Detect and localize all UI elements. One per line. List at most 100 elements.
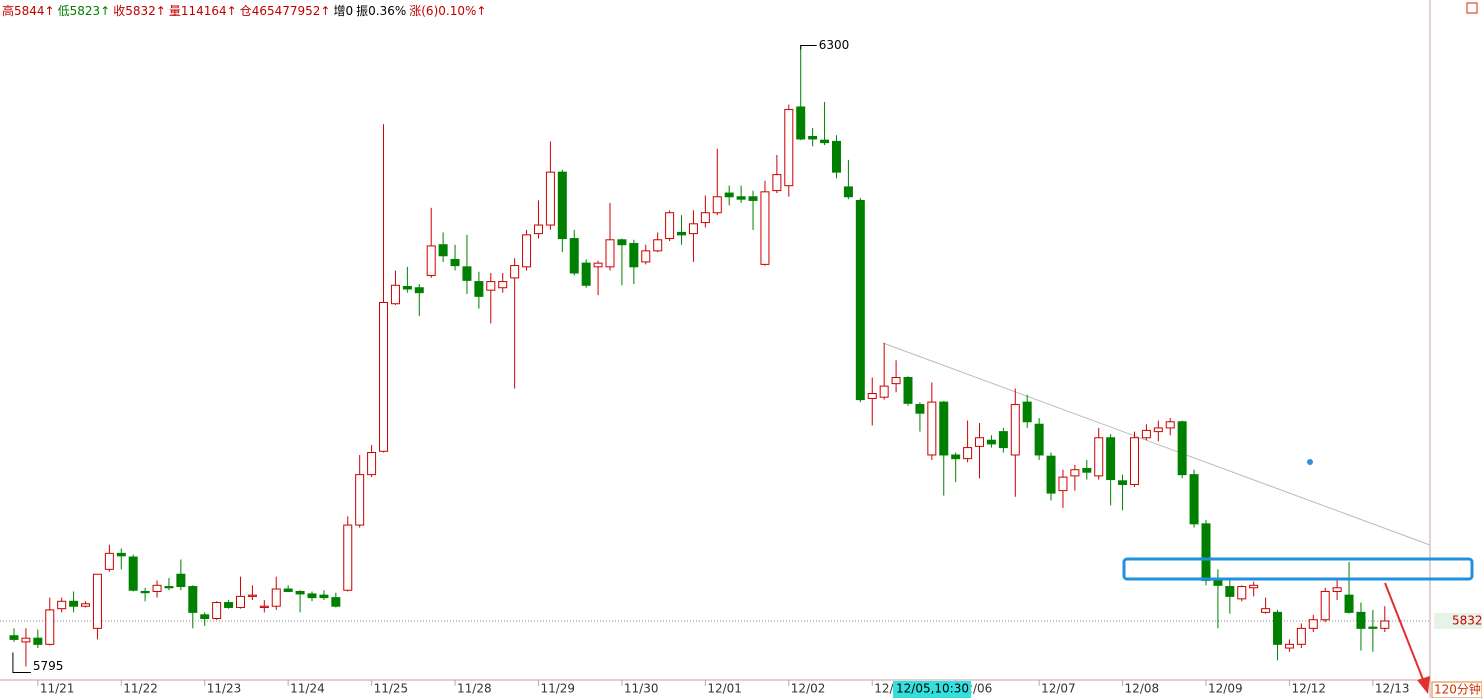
candle-body: [379, 301, 389, 452]
candle-body: [581, 262, 591, 286]
candle-body: [1296, 627, 1306, 645]
candle-body: [367, 452, 377, 476]
candle-body: [33, 637, 43, 645]
candle-body: [617, 239, 627, 246]
candle-body: [1070, 469, 1080, 477]
x-tick-label: 12/12: [1291, 682, 1326, 696]
candle-body: [641, 250, 651, 263]
candle-body: [307, 593, 317, 599]
x-tick-label: 11/28: [457, 682, 492, 696]
candle-body: [831, 140, 841, 173]
candle-body: [104, 552, 114, 570]
candle-body: [450, 258, 460, 267]
candle-body: [152, 584, 162, 592]
max-label: 6300: [819, 38, 850, 52]
candle-body: [235, 595, 245, 608]
x-tick-label: 11/29: [540, 682, 575, 696]
candle-body: [963, 447, 973, 460]
candle-body: [486, 281, 496, 291]
candle-body: [891, 377, 901, 385]
candle-body: [927, 401, 937, 456]
candle-body: [247, 594, 257, 597]
candle-body: [855, 199, 865, 401]
x-tick-label: 11/22: [123, 682, 158, 696]
candle-body: [116, 552, 126, 557]
x-tick-label: 11/23: [207, 682, 242, 696]
candle-body: [224, 602, 234, 608]
candle-body: [998, 431, 1008, 449]
candle-body: [164, 586, 174, 589]
candle-body: [605, 239, 615, 268]
candle-body: [188, 586, 198, 613]
x-tick-label: 11/30: [624, 682, 659, 696]
candle-body: [1153, 427, 1163, 433]
candle-body: [688, 223, 698, 235]
candle-body: [1332, 587, 1342, 592]
x-tick-label: 11/25: [374, 682, 409, 696]
candle-body: [426, 245, 436, 276]
candle-body: [677, 231, 687, 236]
x-tick-label: 12/09: [1208, 682, 1243, 696]
x-tick-label: 12/02: [791, 682, 826, 696]
candle-body: [9, 635, 19, 640]
candle-body: [1344, 594, 1354, 613]
candle-body: [760, 191, 770, 265]
period-label: 120分钟: [1434, 682, 1481, 697]
candle-body: [1308, 619, 1318, 629]
candle-body: [1368, 626, 1378, 629]
x-tick-label: 11/21: [40, 682, 75, 696]
candle-body: [474, 281, 484, 297]
candle-body: [438, 244, 448, 257]
candle-body: [200, 614, 210, 620]
candle-body: [1082, 467, 1092, 473]
candle-body: [1118, 480, 1128, 485]
candle-body: [355, 474, 365, 526]
candle-body: [1356, 611, 1366, 629]
x-tick-label: 11/24: [290, 682, 325, 696]
x-tick-label: 12/08: [1125, 682, 1160, 696]
candle-body: [867, 392, 877, 399]
quote-field: 低5823↑: [57, 4, 111, 18]
candle-body: [629, 242, 639, 268]
candle-body: [1249, 584, 1259, 589]
candle-body: [986, 439, 996, 445]
window-button[interactable]: [1466, 2, 1478, 14]
candle-body: [414, 287, 424, 294]
candle-body: [128, 556, 138, 591]
candle-body: [545, 171, 555, 226]
candle-body: [462, 266, 472, 281]
candle-body: [510, 265, 520, 279]
candle-body: [1261, 608, 1271, 613]
candle-body: [653, 239, 663, 252]
candle-body: [533, 224, 543, 235]
trend-line: [882, 342, 1431, 546]
candle-body: [1022, 401, 1032, 423]
marker-dot: [1307, 459, 1313, 465]
quote-field: 收5832↑: [113, 4, 166, 18]
x-tick-label: 12/13: [1375, 682, 1410, 696]
candle-body: [700, 212, 710, 224]
candle-body: [1320, 590, 1330, 621]
x-tick-label: 12/01: [707, 682, 742, 696]
candle-body: [784, 108, 794, 187]
candle-body: [1284, 643, 1294, 649]
quote-field: 量114164↑: [168, 4, 237, 18]
candle-body: [1225, 586, 1235, 597]
candle-body: [343, 524, 353, 591]
candle-body: [21, 637, 31, 643]
quote-field: 高5844↑: [2, 4, 55, 18]
candle-body: [45, 609, 55, 645]
candle-body: [1141, 429, 1151, 439]
min-pointer: [12, 652, 31, 673]
min-label: 5795: [33, 659, 64, 673]
candle-body: [295, 590, 305, 595]
candle-body: [390, 284, 400, 305]
period-box[interactable]: [1431, 681, 1482, 698]
candle-body: [402, 286, 412, 290]
candle-body: [951, 454, 961, 460]
candle-body: [57, 600, 67, 610]
candle-body: [1189, 474, 1199, 525]
quote-field: 增0: [333, 4, 354, 18]
max-pointer: [800, 44, 817, 50]
